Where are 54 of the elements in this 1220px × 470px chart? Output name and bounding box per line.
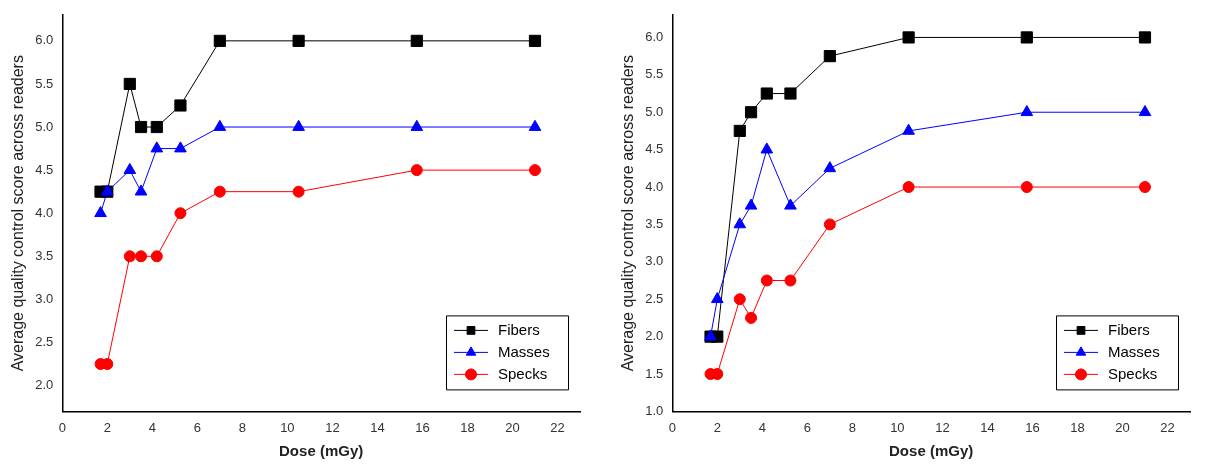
legend-label: Fibers — [1108, 320, 1150, 338]
x-tick-label: 20 — [505, 419, 520, 435]
x-tick-label: 4 — [758, 419, 766, 435]
x-tick-label: 12 — [935, 419, 950, 435]
y-tick-label: 6.0 — [35, 32, 54, 48]
y-tick-label: 1.0 — [645, 402, 664, 418]
x-axis-title: Dose (mGy) — [889, 442, 974, 460]
y-tick-label: 3.5 — [645, 216, 664, 231]
y-tick-label: 5.0 — [645, 103, 664, 119]
legend-label: Specks — [1108, 364, 1158, 382]
y-tick-label: 3.0 — [35, 290, 54, 306]
x-tick-label: 16 — [415, 419, 430, 435]
legend-label: Specks — [498, 364, 548, 382]
legend-label: Fibers — [498, 320, 540, 338]
x-axis-title: Dose (mGy) — [279, 442, 364, 460]
y-tick-label: 4.5 — [35, 161, 54, 177]
x-tick-label: 8 — [848, 419, 856, 435]
x-tick-label: 12 — [325, 419, 340, 435]
legend-label: Masses — [1108, 342, 1160, 360]
y-tick-label: 6.0 — [645, 29, 664, 45]
x-tick-label: 8 — [238, 419, 246, 435]
x-tick-label: 0 — [58, 419, 66, 435]
y-tick-label: 2.0 — [35, 377, 54, 393]
y-tick-label: 4.0 — [645, 178, 664, 194]
y-axis-title: Average quality control score across readers — [9, 55, 27, 372]
x-tick-label: 22 — [1160, 419, 1175, 435]
x-tick-label: 10 — [280, 419, 295, 435]
y-tick-label: 5.5 — [35, 75, 54, 91]
x-tick-label: 22 — [550, 419, 565, 435]
x-tick-label: 6 — [193, 419, 201, 435]
x-tick-label: 18 — [460, 419, 475, 435]
x-tick-label: 16 — [1025, 419, 1040, 435]
x-tick-label: 14 — [370, 419, 385, 435]
legend-label: Masses — [498, 342, 550, 360]
x-tick-label: 14 — [980, 419, 995, 435]
x-tick-label: 6 — [803, 419, 811, 435]
y-tick-label: 4.5 — [645, 141, 664, 157]
y-tick-label: 5.0 — [35, 118, 54, 134]
x-tick-label: 2 — [103, 419, 111, 435]
y-tick-label: 4.0 — [35, 204, 54, 220]
x-tick-label: 18 — [1070, 419, 1085, 435]
y-tick-label: 1.5 — [645, 365, 664, 381]
y-tick-label: 2.0 — [645, 328, 664, 344]
y-tick-label: 5.5 — [645, 66, 664, 82]
y-axis-title: Average quality control score across readers — [619, 55, 637, 372]
y-tick-label: 3.5 — [35, 247, 54, 263]
y-tick-label: 2.5 — [35, 334, 54, 350]
x-tick-label: 4 — [148, 419, 156, 435]
y-tick-label: 3.0 — [645, 253, 664, 269]
x-tick-label: 10 — [890, 419, 905, 435]
x-tick-label: 0 — [668, 419, 676, 435]
x-tick-label: 2 — [713, 419, 721, 435]
x-tick-label: 20 — [1115, 419, 1130, 435]
y-tick-label: 2.5 — [645, 290, 664, 306]
